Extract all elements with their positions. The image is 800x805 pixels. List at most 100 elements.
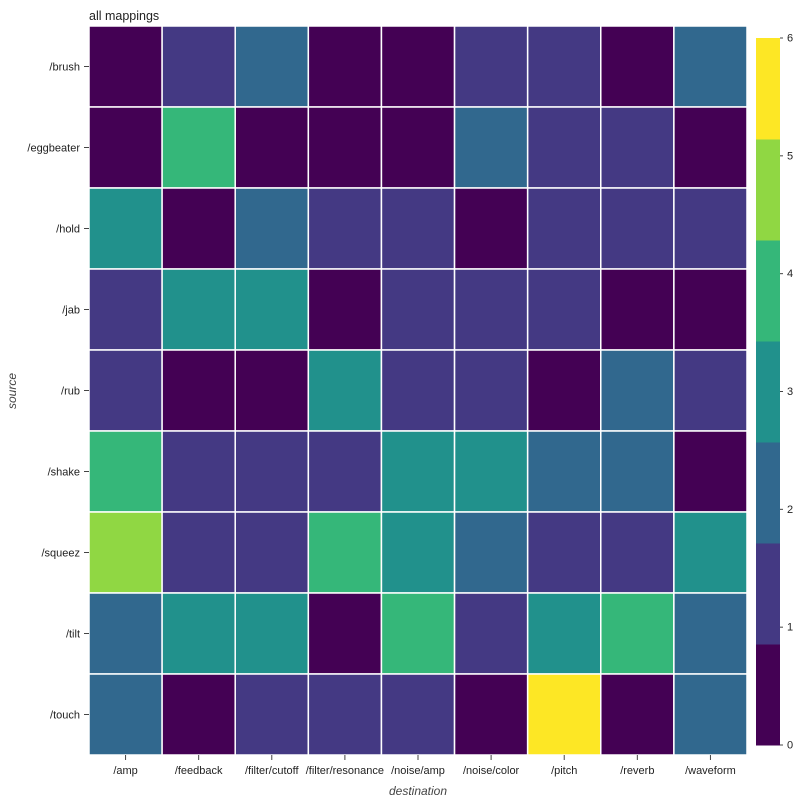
y-tick-label: /tilt bbox=[66, 629, 80, 641]
heatmap-cell-3-8 bbox=[673, 268, 748, 351]
heatmap-cell-1-3 bbox=[307, 106, 383, 189]
y-tick-label: /jab bbox=[62, 305, 80, 317]
heatmap-cell-7-1 bbox=[161, 592, 236, 675]
heatmap-cell-7-0 bbox=[88, 592, 163, 675]
chart-title: all mappings bbox=[89, 9, 159, 23]
heatmap-cell-7-4 bbox=[380, 592, 456, 675]
heatmap-cell-8-2 bbox=[234, 673, 310, 756]
heatmap-cell-2-8 bbox=[673, 187, 748, 270]
heatmap-cell-2-6 bbox=[526, 187, 602, 270]
x-tick-label: /reverb bbox=[620, 765, 654, 777]
heatmap-cell-4-1 bbox=[161, 349, 236, 432]
x-tick-label: /feedback bbox=[175, 765, 223, 777]
y-tick-label: /brush bbox=[49, 62, 80, 74]
heatmap-cell-7-7 bbox=[600, 592, 675, 675]
heatmap-cell-4-6 bbox=[526, 349, 602, 432]
heatmap-cell-4-0 bbox=[88, 349, 163, 432]
heatmap-cell-4-2 bbox=[234, 349, 310, 432]
heatmap-cell-2-1 bbox=[161, 187, 236, 270]
y-tick-label: /shake bbox=[48, 467, 80, 479]
heatmap-cell-0-5 bbox=[453, 25, 529, 108]
y-tick-label: /rub bbox=[61, 386, 80, 398]
heatmap-cell-8-5 bbox=[453, 673, 529, 756]
heatmap-cell-7-3 bbox=[307, 592, 383, 675]
heatmap-cell-6-8 bbox=[673, 511, 748, 594]
colorbar-tick-label: 4 bbox=[787, 268, 793, 280]
heatmap-cell-4-4 bbox=[380, 349, 456, 432]
heatmap-cell-3-3 bbox=[307, 268, 383, 351]
heatmap-cell-7-5 bbox=[453, 592, 529, 675]
heatmap-cell-3-1 bbox=[161, 268, 236, 351]
heatmap-cell-8-1 bbox=[161, 673, 236, 756]
colorbar-segment bbox=[756, 341, 780, 443]
heatmap-cell-5-1 bbox=[161, 430, 236, 513]
heatmap-cell-5-0 bbox=[88, 430, 163, 513]
heatmap-cell-5-3 bbox=[307, 430, 383, 513]
colorbar-segment bbox=[756, 543, 780, 645]
heatmap-cell-0-3 bbox=[307, 25, 383, 108]
heatmap-cell-0-8 bbox=[673, 25, 748, 108]
heatmap-cell-7-8 bbox=[673, 592, 748, 675]
colorbar-tick-label: 3 bbox=[787, 386, 793, 398]
heatmap-cell-6-0 bbox=[88, 511, 163, 594]
x-tick-labels: /amp/feedback/filter/cutoff/filter/reson… bbox=[113, 755, 736, 777]
heatmap-cell-2-4 bbox=[380, 187, 456, 270]
x-tick-label: /filter/resonance bbox=[306, 765, 384, 777]
heatmap-cell-2-3 bbox=[307, 187, 383, 270]
heatmap-cell-8-4 bbox=[380, 673, 456, 756]
heatmap-cell-2-5 bbox=[453, 187, 529, 270]
x-tick-label: /waveform bbox=[685, 765, 736, 777]
heatmap-cell-4-5 bbox=[453, 349, 529, 432]
colorbar-tick-label: 1 bbox=[787, 622, 793, 634]
colorbar-tick-label: 0 bbox=[787, 740, 793, 752]
heatmap-cell-4-8 bbox=[673, 349, 748, 432]
colorbar-segment bbox=[756, 240, 780, 342]
heatmap-cell-2-2 bbox=[234, 187, 310, 270]
y-tick-label: /touch bbox=[50, 710, 80, 722]
heatmap-cell-5-8 bbox=[673, 430, 748, 513]
colorbar-tick-label: 6 bbox=[787, 33, 793, 45]
heatmap-cell-7-6 bbox=[526, 592, 602, 675]
y-axis-label: source bbox=[5, 373, 19, 409]
colorbar-segment bbox=[756, 442, 780, 544]
heatmap-cell-6-4 bbox=[380, 511, 456, 594]
heatmap-cell-3-0 bbox=[88, 268, 163, 351]
heatmap-cell-3-5 bbox=[453, 268, 529, 351]
colorbar-segment bbox=[756, 644, 780, 746]
heatmap-cell-5-5 bbox=[453, 430, 529, 513]
x-tick-label: /noise/color bbox=[463, 765, 520, 777]
heatmap-cell-1-7 bbox=[600, 106, 675, 189]
colorbar: 0 1 2 3 4 5 6 bbox=[756, 33, 793, 752]
heatmap-cell-1-4 bbox=[380, 106, 456, 189]
heatmap-cell-8-3 bbox=[307, 673, 383, 756]
heatmap-cell-6-7 bbox=[600, 511, 675, 594]
heatmap-cell-4-3 bbox=[307, 349, 383, 432]
heatmap-cell-2-7 bbox=[600, 187, 675, 270]
x-tick-label: /noise/amp bbox=[391, 765, 445, 777]
heatmap-cell-1-6 bbox=[526, 106, 602, 189]
heatmap-cell-0-6 bbox=[526, 25, 602, 108]
x-tick-label: /filter/cutoff bbox=[245, 765, 300, 777]
x-tick-label: /pitch bbox=[551, 765, 577, 777]
y-tick-label: /hold bbox=[56, 224, 80, 236]
heatmap-cell-2-0 bbox=[88, 187, 163, 270]
heatmap-cell-1-2 bbox=[234, 106, 310, 189]
heatmap-cell-6-1 bbox=[161, 511, 236, 594]
heatmap-cell-8-0 bbox=[88, 673, 163, 756]
heatmap-cell-8-7 bbox=[600, 673, 675, 756]
heatmap-cell-5-2 bbox=[234, 430, 310, 513]
colorbar-segment bbox=[756, 139, 780, 241]
heatmap-cell-3-7 bbox=[600, 268, 675, 351]
heatmap-cell-1-0 bbox=[88, 106, 163, 189]
y-tick-labels: /brush/eggbeater/hold/jab/rub/shake/sque… bbox=[27, 62, 89, 722]
heatmap-cell-1-1 bbox=[161, 106, 236, 189]
heatmap-cell-0-0 bbox=[88, 25, 163, 108]
x-tick-label: /amp bbox=[113, 765, 137, 777]
heatmap-cell-0-1 bbox=[161, 25, 236, 108]
x-axis-label: destination bbox=[389, 784, 447, 798]
heatmap-cell-1-8 bbox=[673, 106, 748, 189]
heatmap-cell-1-5 bbox=[453, 106, 529, 189]
heatmap-cell-4-7 bbox=[600, 349, 675, 432]
